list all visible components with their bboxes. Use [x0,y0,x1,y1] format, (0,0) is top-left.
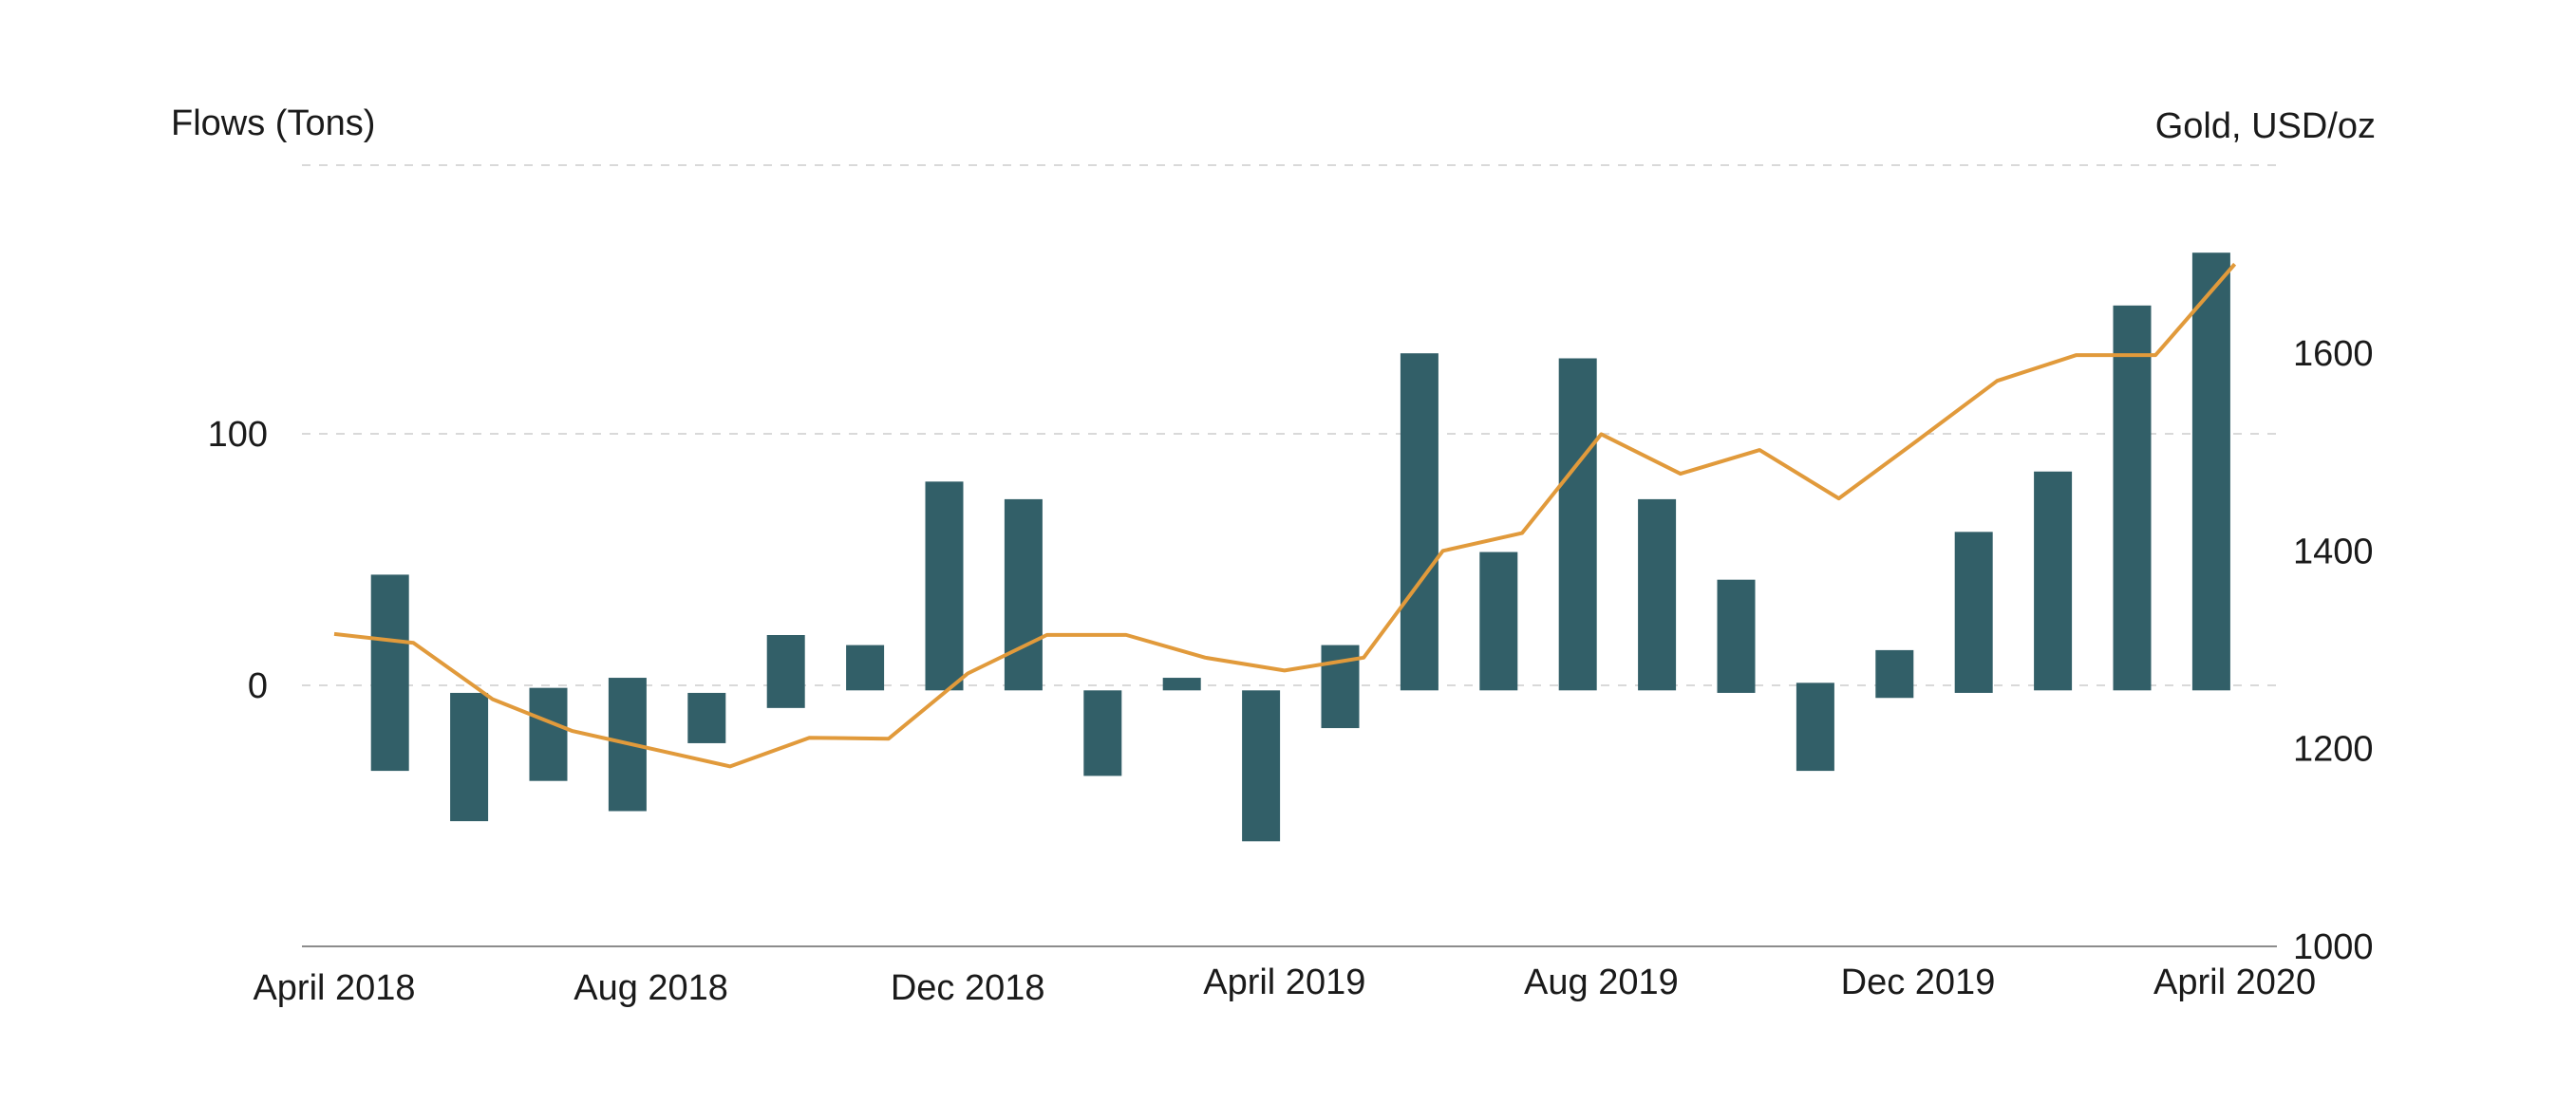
left-tick-label: 100 [208,415,268,455]
right-tick-label: 1200 [2293,730,2374,770]
bar [1083,690,1122,776]
right-axis-label: Gold, USD/oz [2155,106,2376,146]
bar [1004,498,1043,691]
right-tick-label: 1400 [2293,532,2374,571]
bar [2034,471,2073,691]
x-tick-label: Dec 2018 [891,968,1045,1008]
bar [925,481,964,691]
bar [1400,353,1438,691]
bar [1954,532,1993,693]
bar [2191,252,2230,691]
bar [846,645,885,691]
bar [766,635,805,708]
line [333,262,2237,769]
x-tick-label: April 2018 [253,968,415,1008]
bar [1162,678,1201,691]
bar [687,692,726,743]
bar [450,692,489,822]
bar [1558,358,1597,691]
right-tick-label: 1600 [2293,334,2374,374]
bar [529,687,568,781]
bar [1875,649,1914,699]
x-tick-label: Aug 2019 [1524,963,1679,1002]
bar [370,574,409,772]
gold-price-line [333,262,2237,769]
right-ticks: 1000 1200 1400 1600 [2293,334,2374,967]
right-tick-label: 1000 [2293,927,2374,967]
bar [1242,690,1281,842]
left-tick-label: 0 [248,666,268,706]
bar [1796,682,1834,772]
x-tick-label: Dec 2019 [1841,963,1996,1002]
x-tick-label: April 2019 [1203,963,1365,1002]
bar [1638,498,1677,691]
bar [2113,305,2152,691]
bar [1717,579,1756,693]
x-ticks: April 2018 Aug 2018 Dec 2018 April 2019 Aug … [253,963,2316,1008]
x-tick-label: April 2020 [2153,963,2316,1002]
left-ticks: 0 100 [208,415,268,706]
bars [370,252,2230,842]
x-tick-label: Aug 2018 [573,968,728,1008]
left-axis-label: Flows (Tons) [171,103,375,143]
bar [1479,552,1518,691]
